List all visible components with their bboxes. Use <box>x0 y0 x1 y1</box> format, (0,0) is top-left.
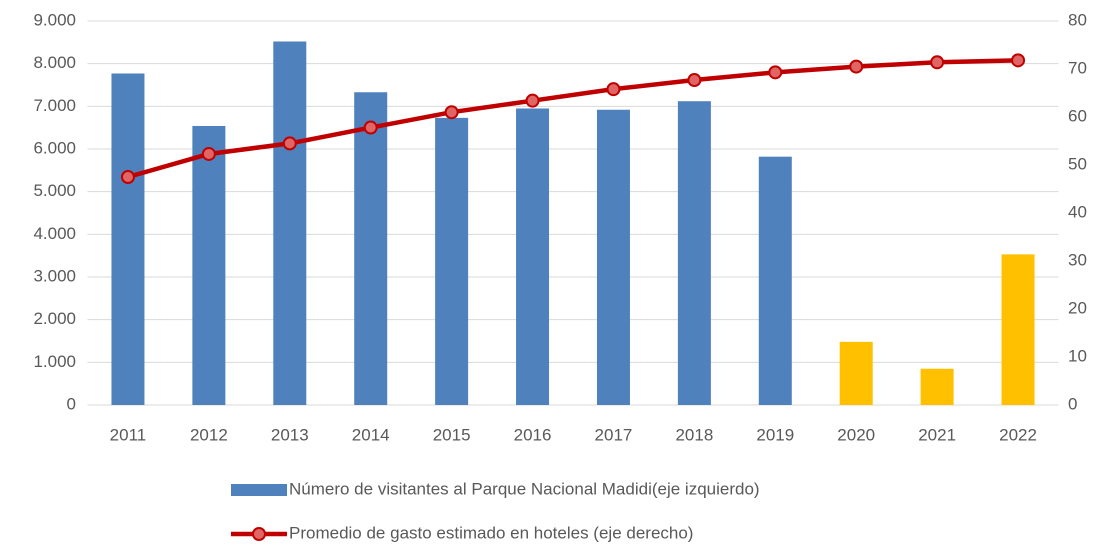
line-marker <box>525 93 540 108</box>
line <box>127 58 1019 180</box>
y-tick-label: 7.000 <box>33 96 76 115</box>
y-tick-label: 1.000 <box>33 352 76 371</box>
line-marker <box>768 65 783 80</box>
y2-tick-label: 10 <box>1068 346 1087 365</box>
y2-tick-label: 40 <box>1068 202 1087 221</box>
y2-tick-label: 20 <box>1068 298 1087 317</box>
legend-swatch <box>231 484 287 496</box>
x-tick-label: 2020 <box>837 425 875 444</box>
y-tick-label: 3.000 <box>33 266 76 285</box>
y2-tick-label: 30 <box>1068 250 1087 269</box>
y-tick-label: 6.000 <box>33 138 76 157</box>
line-marker <box>444 105 459 120</box>
line-marker <box>1011 53 1026 68</box>
bar <box>920 368 954 405</box>
y-tick-label: 5.000 <box>33 181 76 200</box>
y-tick-label: 2.000 <box>33 309 76 328</box>
x-tick-label: 2021 <box>918 425 956 444</box>
y2-tick-label: 80 <box>1068 10 1087 29</box>
bar <box>354 92 388 406</box>
x-tick-label: 2022 <box>999 425 1037 444</box>
line-marker <box>282 136 297 151</box>
legend-marker <box>252 527 266 541</box>
y-tick-label: 9.000 <box>33 10 76 29</box>
bar <box>192 125 226 406</box>
legend-label: Promedio de gasto estimado en hoteles (e… <box>289 523 693 542</box>
bar <box>677 101 711 406</box>
bar <box>111 73 145 405</box>
line-marker <box>930 55 945 70</box>
line-marker <box>120 170 135 184</box>
y2-tick-label: 70 <box>1068 58 1087 77</box>
bar <box>516 108 550 405</box>
y2-tick-label: 60 <box>1068 106 1087 125</box>
y-tick-label: 4.000 <box>33 224 76 243</box>
bar <box>273 41 307 405</box>
line-marker <box>363 120 378 135</box>
x-tick-label: 2013 <box>271 425 309 444</box>
x-tick-label: 2017 <box>595 425 633 444</box>
x-tick-label: 2019 <box>756 425 794 444</box>
y2-tick-label: 50 <box>1068 154 1087 173</box>
line-marker <box>687 73 702 88</box>
bar <box>1001 254 1035 405</box>
x-tick-label: 2012 <box>190 425 228 444</box>
line-marker <box>849 59 864 74</box>
x-tick-label: 2011 <box>110 425 147 444</box>
line-marker <box>606 82 621 97</box>
y2-tick-label: 0 <box>1068 394 1077 413</box>
bar <box>435 117 469 405</box>
x-tick-label: 2016 <box>514 425 552 444</box>
bar <box>596 109 630 405</box>
y-tick-label: 0 <box>67 394 76 413</box>
x-tick-label: 2014 <box>352 425 390 444</box>
bar <box>758 156 792 405</box>
line-marker <box>201 146 216 161</box>
legend-label: Número de visitantes al Parque Nacional … <box>289 479 760 498</box>
x-tick-label: 2018 <box>675 425 713 444</box>
bar <box>839 341 873 405</box>
y-tick-label: 8.000 <box>33 53 76 72</box>
x-tick-label: 2015 <box>433 425 471 444</box>
